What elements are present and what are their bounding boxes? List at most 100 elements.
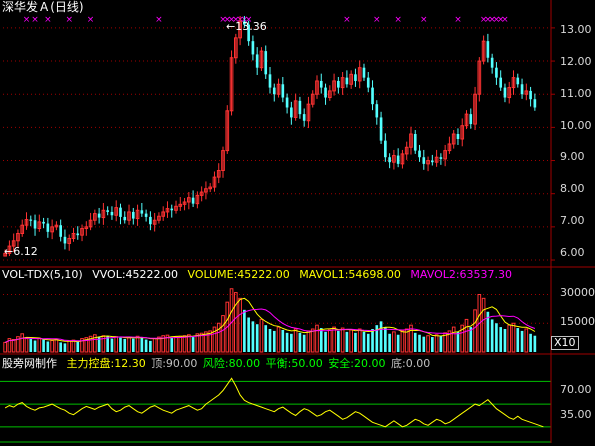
candle-body: [272, 87, 276, 95]
candle-body: [340, 77, 345, 89]
candle-body: [285, 97, 289, 108]
volume-bar: [16, 336, 20, 353]
candle-body: [195, 194, 200, 205]
candle-body: [80, 228, 84, 236]
volume-bar: [337, 330, 340, 352]
candle-body: [233, 37, 238, 59]
volume-bar: [243, 309, 246, 352]
volume-bar: [418, 334, 421, 352]
signal-mark: ×: [224, 15, 232, 25]
candle-body: [170, 208, 174, 211]
candle-body: [396, 155, 400, 164]
volume-bar: [7, 338, 12, 353]
volume-bar: [110, 338, 114, 352]
candle-body: [101, 209, 106, 219]
volume-bar: [11, 339, 16, 353]
volume-bar: [114, 336, 119, 353]
safe-label: 安全:20.00: [328, 357, 386, 370]
candle-body: [84, 226, 89, 230]
candle-body: [354, 74, 357, 81]
volume-bar: [71, 339, 76, 353]
volume-bar: [238, 297, 242, 353]
volume-bar: [503, 329, 507, 352]
candle-body: [16, 232, 20, 242]
volume-bar: [507, 324, 512, 353]
candle-body: [259, 50, 264, 69]
candle-body: [337, 80, 340, 88]
top-label: 顶:90.00: [151, 357, 198, 370]
signal-mark: ×: [373, 15, 381, 25]
signal-mark: ×: [228, 15, 236, 25]
candle-body: [371, 87, 374, 105]
volume-bar: [119, 337, 122, 352]
candle-body: [524, 90, 529, 95]
candle-body: [247, 24, 250, 42]
volume-bar: [276, 326, 281, 353]
candle-body: [503, 87, 507, 98]
volume-bar: [366, 333, 370, 352]
candle-body: [268, 74, 272, 88]
volume-bar: [63, 343, 67, 352]
volume-bar: [29, 338, 33, 352]
volume-bar: [216, 322, 221, 353]
volume-bar: [67, 340, 72, 353]
candle-body: [114, 207, 119, 216]
volume-unit: X10: [551, 336, 579, 350]
volume-bar: [229, 288, 234, 353]
candle-body: [225, 110, 230, 152]
candle-body: [533, 99, 537, 108]
candle-body: [54, 224, 59, 228]
candle-body: [345, 77, 349, 85]
control-legend: 股旁网制作 主力控盘:12.30 顶:90.00 风险:80.00 平衡:50.…: [2, 357, 430, 370]
candle-body: [199, 191, 204, 196]
candle-body: [310, 93, 315, 105]
volume-bar: [524, 328, 529, 353]
volume-bar: [486, 311, 490, 352]
main-control-line: [4, 377, 544, 428]
volume-bar: [477, 294, 482, 353]
signal-mark: ×: [219, 15, 227, 25]
volume-bar: [37, 337, 42, 353]
grid-lines: [0, 27, 551, 443]
candle-body: [443, 150, 447, 160]
candle-body: [88, 219, 93, 228]
volume-bar: [469, 327, 473, 352]
candle-body: [182, 201, 187, 205]
candle-body: [375, 104, 379, 118]
candle-body: [7, 245, 12, 254]
control-tick: 35.00: [560, 408, 592, 421]
mavol1-line: [4, 297, 536, 343]
volume-bar: [379, 321, 383, 352]
candle-body: [97, 213, 101, 218]
candle-body: [106, 210, 109, 212]
volume-bar: [208, 330, 213, 353]
candle-body: [388, 157, 391, 163]
volume-bar: [349, 329, 353, 353]
balance-label: 平衡:50.00: [265, 357, 323, 370]
volume-bar: [409, 324, 413, 353]
volume-bar: [93, 334, 97, 353]
low-value: 6.12: [13, 245, 38, 258]
volume-bar: [76, 341, 80, 352]
volume-bar: [306, 330, 311, 353]
bottom-label: 底:0.00: [391, 357, 431, 370]
volume-bar: [481, 297, 486, 353]
candle-body: [434, 156, 439, 163]
volume-bar: [443, 332, 447, 353]
candle-body: [357, 67, 362, 82]
volume-bar: [212, 326, 217, 353]
candle-body: [238, 20, 242, 39]
candle-body: [251, 41, 255, 55]
volume-bar: [371, 329, 374, 352]
signal-mark: ×: [484, 15, 492, 25]
volume-bar: [426, 335, 430, 353]
candle-body: [212, 176, 217, 188]
source-label: 股旁网制作: [2, 357, 57, 370]
low-marker: ←6.12: [4, 245, 38, 258]
indicator-lines: [4, 297, 544, 428]
volume-bar: [464, 318, 469, 353]
candle-body: [490, 57, 494, 68]
volume-bar: [204, 331, 208, 353]
